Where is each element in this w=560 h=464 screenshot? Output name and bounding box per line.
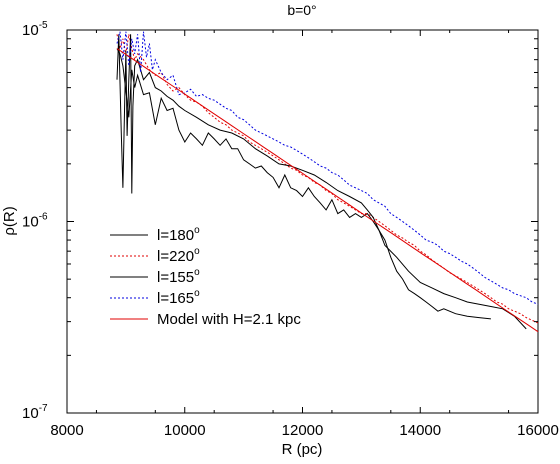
legend-label-text: l=180 [157,227,194,244]
y-axis-ticks: 10-710-610-5 [22,20,538,422]
legend-label-1: l=220o [157,246,200,265]
legend-label-degree: o [194,267,200,278]
x-tick-label: 8000 [50,422,83,439]
series-line-1 [116,34,539,324]
y-axis-title: ρ(R) [1,206,18,235]
series-layer [116,31,539,333]
legend-label-degree: o [194,288,200,299]
plot-area-group: 8000 10000 12000 14000 16000 10-710-610-5 [22,20,559,439]
x-axis-title: R (pc) [282,441,323,458]
legend-label-4: Model with H=2.1 kpc [157,311,301,328]
legend-label-3: l=165o [157,288,200,307]
plot-frame [66,29,539,414]
y-tick-label: 10-5 [22,20,48,39]
x-tick-label: 10000 [164,422,206,439]
legend-label-degree: o [194,225,200,236]
series-line-3 [116,31,539,305]
legend-label-0: l=180o [157,225,200,244]
y-tick-base: 10 [22,405,39,422]
legend-label-text: l=165 [157,290,194,307]
x-axis-ticks: 8000 10000 12000 14000 16000 [50,30,559,439]
series-line-0 [116,48,491,320]
y-tick-base: 10 [22,22,39,39]
legend-label-2: l=155o [157,267,200,286]
x-tick-label: 12000 [282,422,324,439]
legend-label-degree: o [194,246,200,257]
y-tick-label: 10-6 [22,212,48,231]
series-line-4 [116,48,539,333]
x-tick-label: 16000 [517,422,559,439]
legend-label-text: l=155 [157,269,194,286]
legend-label-text: Model with H=2.1 kpc [157,311,301,328]
y-tick-exponent: -6 [39,212,48,223]
chart-title: b=0° [287,2,316,18]
legend-label-text: l=220 [157,248,194,265]
series-line-2 [116,34,527,330]
y-tick-exponent: -5 [39,20,48,31]
y-tick-exponent: -7 [39,403,48,414]
y-tick-label: 10-7 [22,403,48,422]
x-tick-label: 14000 [399,422,441,439]
y-tick-base: 10 [22,214,39,231]
